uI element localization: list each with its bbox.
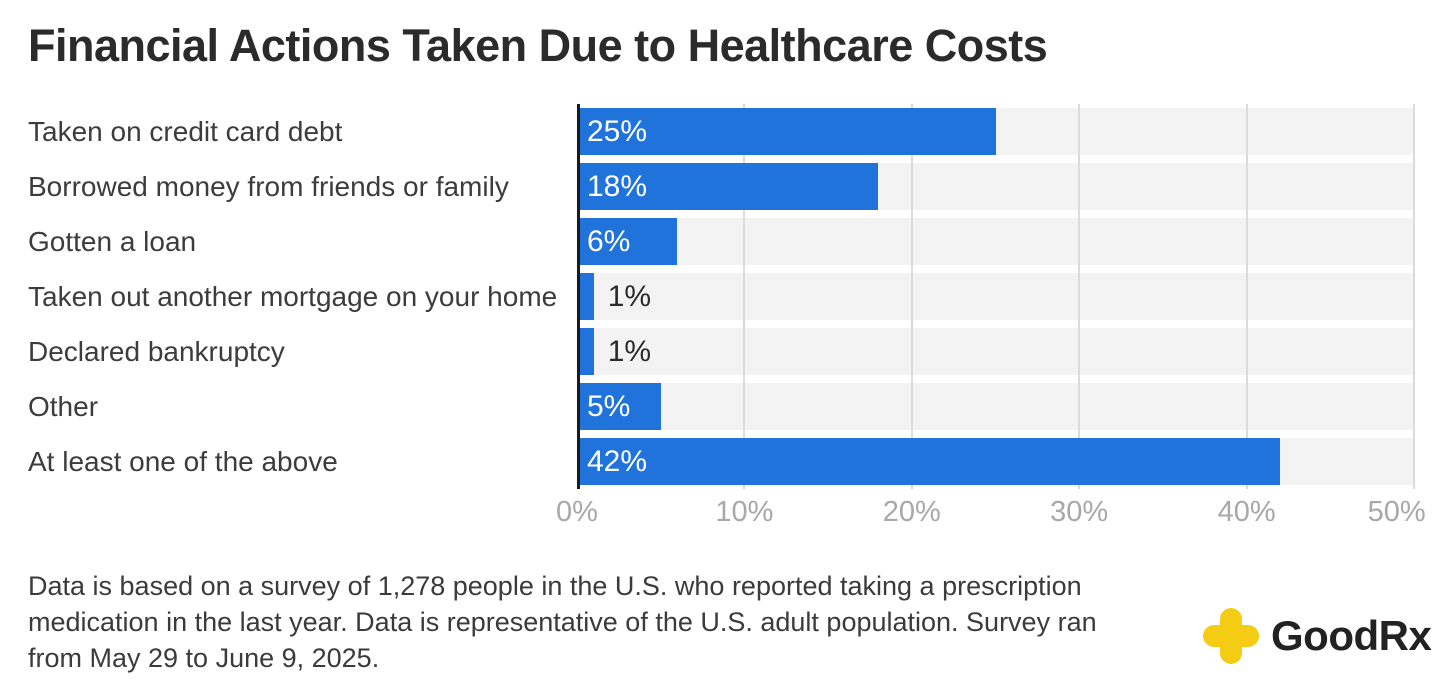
y-axis-line: [577, 104, 580, 489]
goodrx-wordmark: GoodRx: [1271, 612, 1432, 660]
category-label: Taken out another mortgage on your home: [28, 280, 558, 312]
bar: [577, 108, 996, 155]
category-label: Borrowed money from friends or family: [28, 170, 509, 202]
x-axis-ticks: 0% 10% 20% 30% 40% 50%: [556, 496, 1426, 530]
bar-rows: 25% 18% 6% 1% 1% 5% 42%: [577, 104, 1414, 489]
gridline-40: [1245, 104, 1248, 489]
bar: [577, 218, 678, 265]
bar-value-label: 18%: [587, 169, 648, 203]
gridline-30: [1078, 104, 1081, 489]
category-label: Declared bankruptcy: [28, 335, 285, 367]
x-tick-label: 40%: [1217, 496, 1276, 528]
bar: [577, 383, 661, 430]
bar: [577, 163, 879, 210]
goodrx-wordmark-good: Good: [1271, 612, 1379, 659]
chart-title: Financial Actions Taken Due to Healthcar…: [28, 20, 1048, 71]
gridline-50: [1413, 104, 1415, 489]
bar-track: 1%: [577, 328, 1414, 375]
bar-row: 18%: [577, 159, 1414, 214]
gridline-20: [910, 104, 913, 489]
bar-track: 6%: [577, 218, 1414, 265]
bar: [577, 438, 1281, 485]
bar-row: 42%: [577, 434, 1414, 489]
x-tick-label: 30%: [1050, 496, 1109, 528]
x-tick-label: 0%: [556, 496, 598, 528]
cross-horizontal-arm: [1203, 625, 1259, 647]
x-tick-label: 20%: [882, 496, 941, 528]
bar-track: 42%: [577, 438, 1414, 485]
bar-track: 5%: [577, 383, 1414, 430]
bar-chart-plot: 25% 18% 6% 1% 1% 5% 42% 0% 10% 20% 30% 40% 50%: [556, 104, 1426, 528]
category-labels: Taken on credit card debt Borrowed money …: [28, 104, 568, 489]
goodrx-cross-icon: [1203, 608, 1259, 664]
bar-row: 5%: [577, 379, 1414, 434]
bar-value-label: 1%: [607, 279, 652, 313]
goodrx-wordmark-rx: Rx: [1378, 612, 1432, 659]
bar-track: 1%: [577, 273, 1414, 320]
bar-value-label: 1%: [607, 334, 652, 368]
source-note-line: medication in the last year. Data is rep…: [28, 607, 1097, 637]
category-label: At least one of the above: [28, 445, 338, 477]
bar-track: 18%: [577, 163, 1414, 210]
x-tick-label: 10%: [715, 496, 774, 528]
bar-value-label: 6%: [587, 224, 631, 258]
category-label: Other: [28, 390, 99, 422]
bar-row: 1%: [577, 324, 1414, 379]
bar-track: 25%: [577, 108, 1414, 155]
source-note-line: Data is based on a survey of 1,278 peopl…: [28, 571, 1082, 601]
x-tick-label: 50%: [1367, 496, 1426, 528]
bar-value-label: 25%: [587, 114, 648, 148]
bar-row: 1%: [577, 269, 1414, 324]
bar-row: 6%: [577, 214, 1414, 269]
bar-value-label: 5%: [587, 389, 631, 423]
source-note-line: from May 29 to June 9, 2025.: [28, 643, 380, 673]
bar: [577, 328, 594, 375]
category-label: Gotten a loan: [28, 225, 197, 257]
bar-row: 25%: [577, 104, 1414, 159]
source-note: Data is based on a survey of 1,278 peopl…: [28, 568, 1178, 676]
bar: [577, 273, 594, 320]
gridline-10: [743, 104, 746, 489]
goodrx-logo: GoodRx: [1203, 608, 1432, 664]
bar-value-label: 42%: [587, 444, 648, 478]
category-label: Taken on credit card debt: [28, 115, 343, 147]
